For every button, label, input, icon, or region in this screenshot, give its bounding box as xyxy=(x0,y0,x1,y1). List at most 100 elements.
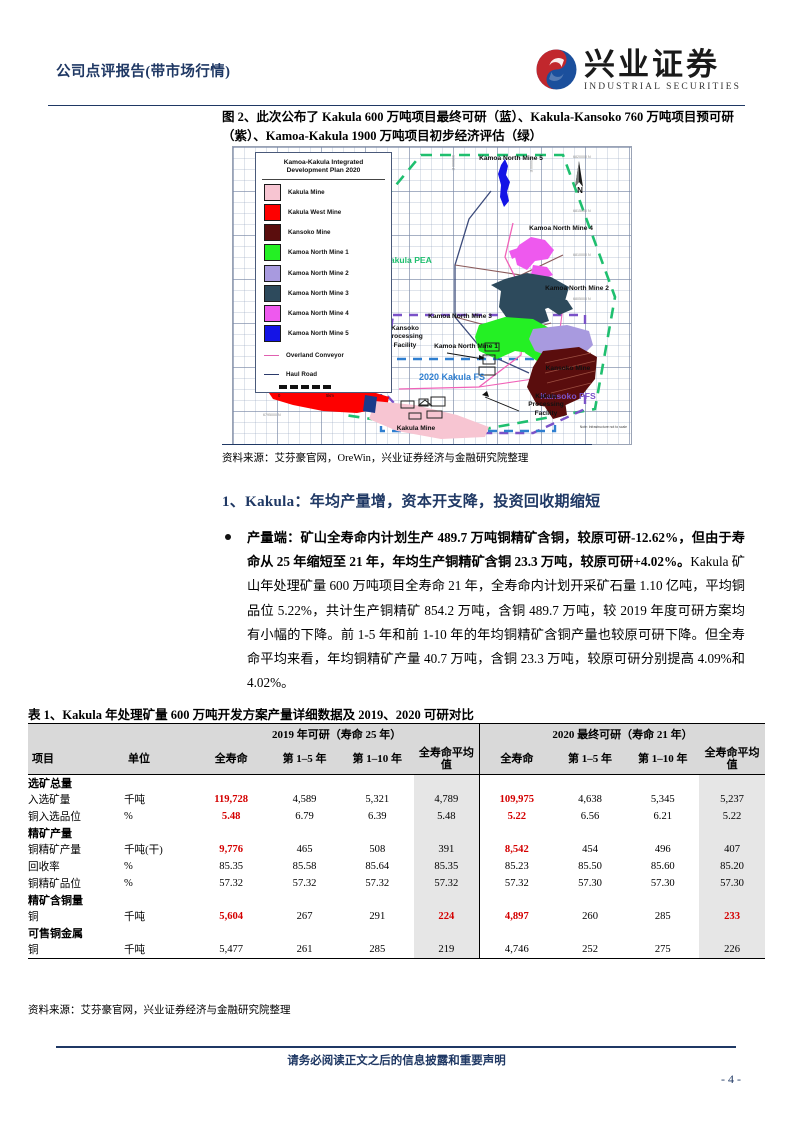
table-head: 2019 年可研（寿命 25 年） 2020 最终可研（寿命 21 年） 项目 … xyxy=(28,723,765,775)
map-label-kamoa-north-5: Kamoa North Mine 5 xyxy=(479,155,543,162)
row-label: 铜入选品位 xyxy=(28,812,81,823)
cell-2019-y1-5: 267 xyxy=(296,911,313,922)
table-column-header-row: 项目 单位 全寿命 第 1–5 年 第 1–10 年 全寿命平均值 全寿命 第 … xyxy=(28,744,765,775)
cell-2019-life: 9,776 xyxy=(219,844,244,855)
map-label-kamoa-north-3: Kamoa North Mine 3 xyxy=(428,313,492,320)
page-header: 公司点评报告(带市场行情) 兴业证券 INDUSTRIAL SECURITIES xyxy=(0,44,793,100)
table-row: 回收率 % 85.35 85.58 85.64 85.35 85.23 85.5… xyxy=(28,858,765,875)
cell-2019-y1-5: 85.58 xyxy=(292,861,317,872)
cell-2019-avg: 224 xyxy=(413,908,480,925)
group-pad xyxy=(626,825,699,841)
legend-item: Kamoa North Mine 3 xyxy=(264,284,385,302)
production-data-table: 2019 年可研（寿命 25 年） 2020 最终可研（寿命 21 年） 项目 … xyxy=(28,723,765,959)
figure-map-image: Kamoa-Kakula Integrated Development Plan… xyxy=(232,146,632,445)
map-note: Note: Infrastructure not to scale xyxy=(579,425,627,429)
row-label: 回收率 xyxy=(28,862,60,873)
map-label-kansoko-mine: Kansoko Mine xyxy=(545,365,591,372)
cell-2020-y1-10: 85.60 xyxy=(650,861,675,872)
group-pad xyxy=(268,825,341,841)
group-pad xyxy=(626,892,699,908)
group-label: 精矿产量 xyxy=(28,828,72,840)
cell-2019-y1-10: 291 xyxy=(369,911,386,922)
cell-2020-life: 8,542 xyxy=(478,841,554,858)
cell-2019-y1-10: 85.64 xyxy=(365,861,390,872)
col-header-item: 项目 xyxy=(28,744,124,775)
scale-zero-label: 0 xyxy=(278,393,281,398)
map-scale-bar xyxy=(279,385,334,389)
report-type-label: 公司点评报告(带市场行情) xyxy=(56,64,231,80)
row-unit: 千吨 xyxy=(123,912,146,923)
group-pad xyxy=(341,775,414,792)
cell-2019-avg: 219 xyxy=(413,941,480,959)
page-number: - 4 - xyxy=(721,1072,741,1086)
map-label-kamoa-north-2: Kamoa North Mine 2 xyxy=(545,285,609,292)
cell-2020-life: 109,975 xyxy=(478,791,554,808)
cell-2019-avg: 57.32 xyxy=(413,875,480,892)
scale-segment xyxy=(323,385,331,389)
cell-2020-y1-10: 57.30 xyxy=(650,878,675,889)
legend-label: Kamoa North Mine 3 xyxy=(288,289,349,297)
logo-swirl-icon xyxy=(536,49,577,90)
logo-text-block: 兴业证券 INDUSTRIAL SECURITIES xyxy=(584,48,741,92)
col-header-2020-avg: 全寿命平均值 xyxy=(699,744,765,775)
cell-2020-y1-5: 57.30 xyxy=(578,878,602,889)
row-label: 铜精矿产量 xyxy=(28,845,81,856)
map-label-kakula-mine: Kakula Mine xyxy=(396,425,436,432)
legend-item: Kansoko Mine xyxy=(264,224,385,242)
col-header-2019-avg: 全寿命平均值 xyxy=(413,744,480,775)
map-label-2020-kakula-fs: 2020 Kakula FS xyxy=(418,372,486,382)
scale-segment xyxy=(279,385,287,389)
group-pad xyxy=(124,892,194,908)
cell-2020-y1-10: 285 xyxy=(654,911,671,922)
cell-2019-y1-5: 57.32 xyxy=(292,878,317,889)
row-label: 铜 xyxy=(28,941,124,959)
group-pad xyxy=(341,925,414,941)
group-pad xyxy=(194,775,268,792)
row-unit: 千吨 xyxy=(123,795,146,806)
cell-2020-life: 4,897 xyxy=(478,908,554,925)
legend-item: Kakula Mine xyxy=(264,183,385,201)
cell-2020-life: 57.32 xyxy=(478,875,554,892)
row-unit: % xyxy=(123,861,133,872)
table-row: 铜入选品位 % 5.48 6.79 6.39 5.48 5.22 6.56 6.… xyxy=(28,808,765,825)
cell-2019-y1-10: 6.39 xyxy=(368,811,387,822)
legend-label: Kamoa North Mine 4 xyxy=(288,309,349,317)
company-logo: 兴业证券 INDUSTRIAL SECURITIES xyxy=(536,48,741,96)
map-label-kamoa-north-1: Kamoa North Mine 1 xyxy=(434,343,498,350)
legend-label: Kamoa North Mine 5 xyxy=(288,330,349,338)
paragraph-rest: Kakula 矿山年处理矿量 600 万吨项目全寿命 21 年，全寿命内计划开采… xyxy=(247,554,745,691)
legend-label: Kamoa North Mine 2 xyxy=(288,269,349,277)
col-header-2020-y1-5: 第 1–5 年 xyxy=(553,744,627,775)
cell-2020-life: 4,746 xyxy=(478,941,554,959)
map-legend: Kamoa-Kakula Integrated Development Plan… xyxy=(255,152,392,393)
figure-top-rule xyxy=(48,105,745,106)
table-source: 资料来源：艾芬豪官网，兴业证券经济与金融研究院整理 xyxy=(28,1005,291,1016)
cell-2020-avg: 5,237 xyxy=(699,791,765,808)
footer-rule xyxy=(56,1046,736,1048)
legend-swatch xyxy=(264,304,281,322)
legend-line-item: Overland Conveyor xyxy=(264,348,385,363)
cell-2020-life: 5.22 xyxy=(478,808,554,825)
spacer-cell xyxy=(28,723,124,744)
group-pad xyxy=(268,925,341,941)
col-header-unit: 单位 xyxy=(123,744,195,775)
group-label: 可售铜金属 xyxy=(28,928,83,940)
scale-max-label: 5km xyxy=(326,393,334,398)
legend-line-item: Haul Road xyxy=(264,367,385,382)
group-pad xyxy=(478,774,554,791)
legend-label: Kakula West Mine xyxy=(288,209,342,216)
group-pad xyxy=(124,825,194,841)
group-label: 选矿总量 xyxy=(28,778,72,790)
haul-road-line-icon xyxy=(264,373,279,375)
group-pad xyxy=(699,774,765,791)
table-row: 铜精矿品位 % 57.32 57.32 57.32 57.32 57.32 57… xyxy=(28,875,765,892)
legend-label: Kansoko Mine xyxy=(288,229,331,237)
scale-segment xyxy=(301,385,309,389)
cell-2019-avg: 85.35 xyxy=(413,858,480,875)
group-header-2019: 2019 年可研（寿命 25 年） xyxy=(194,723,480,744)
table-group-row: 可售铜金属 xyxy=(28,925,765,941)
col-header-2019-y1-5: 第 1–5 年 xyxy=(268,744,341,775)
spacer-cell xyxy=(123,723,195,744)
bullet-marker-icon xyxy=(225,534,231,540)
col-header-2019-y1-10: 第 1–10 年 xyxy=(340,744,414,775)
